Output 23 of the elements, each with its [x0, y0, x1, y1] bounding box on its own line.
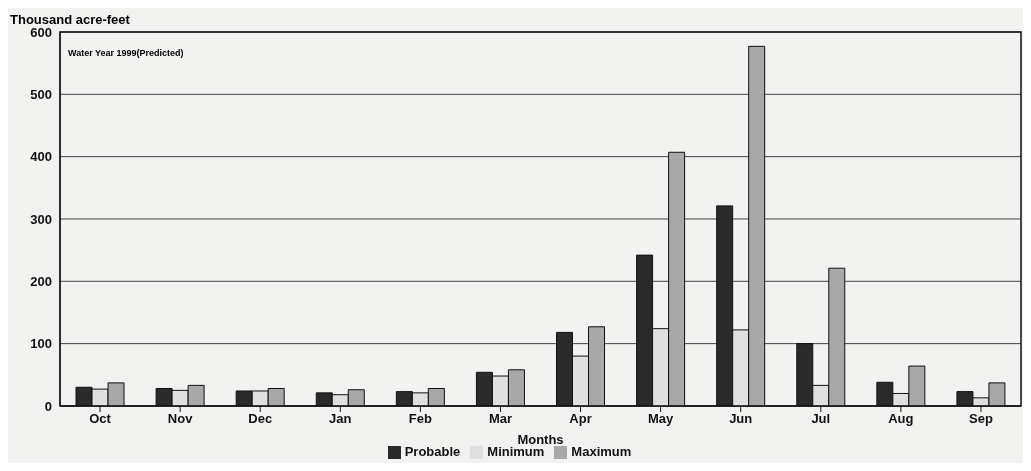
y-axis-title: Thousand acre-feet: [10, 12, 130, 27]
y-tick-label: 0: [44, 398, 52, 414]
y-tick-label: 400: [30, 149, 52, 165]
x-tick-label: Dec: [248, 411, 273, 427]
y-tick-label: 600: [30, 24, 52, 40]
x-tick-label: May: [647, 411, 675, 427]
annotation: Water Year 1999(Predicted): [68, 48, 184, 58]
x-tick-label: Aug: [888, 411, 914, 427]
x-tick-label: Mar: [488, 411, 513, 427]
x-tick-label: Sep: [969, 411, 993, 427]
x-tick-label: Oct: [89, 411, 112, 427]
x-tick-label: Nov: [167, 411, 194, 427]
x-tick-label: Apr: [569, 411, 592, 427]
legend-label: Maximum: [571, 443, 632, 459]
x-tick-label: Feb: [408, 411, 432, 427]
y-tick-label: 100: [30, 336, 52, 352]
legend-label: Probable: [404, 443, 461, 459]
y-tick-label: 200: [30, 273, 52, 289]
x-tick-label: Jul: [811, 411, 831, 427]
x-tick-label: Jun: [729, 411, 753, 427]
y-tick-label: 500: [30, 86, 52, 102]
x-tick-label: Jan: [329, 411, 352, 427]
y-tick-label: 300: [30, 211, 52, 227]
